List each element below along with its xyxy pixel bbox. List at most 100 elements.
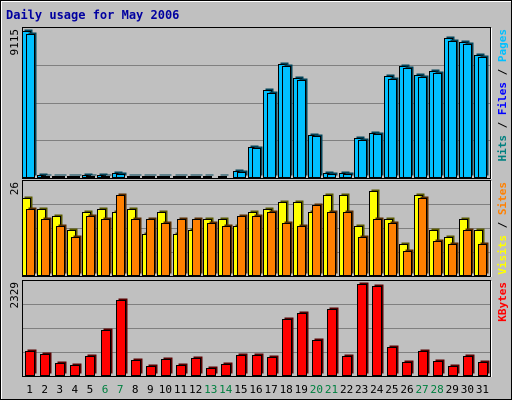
bar-kbytes-kbytes-6 bbox=[101, 330, 111, 376]
legend-separator: / bbox=[496, 115, 509, 135]
bar-hits-files-19 bbox=[297, 80, 306, 178]
x-tick-label-day-11: 11 bbox=[174, 383, 187, 396]
bar-hits-files-10-shadow bbox=[163, 174, 172, 176]
bar-visits-sites-2 bbox=[41, 219, 50, 276]
x-tick-label-day-23: 23 bbox=[355, 383, 368, 396]
bar-kbytes-kbytes-13 bbox=[206, 368, 216, 376]
bar-visits-sites-28 bbox=[433, 241, 442, 276]
bar-visits-sites-30 bbox=[463, 230, 472, 276]
bar-kbytes-kbytes-31 bbox=[478, 362, 488, 376]
panel-visits-ymax-label: 26 bbox=[8, 182, 21, 195]
bar-hits-files-26 bbox=[403, 68, 412, 178]
bar-hits-files-4-shadow bbox=[73, 174, 82, 176]
bar-kbytes-kbytes-24 bbox=[372, 286, 382, 376]
bar-kbytes-kbytes-14 bbox=[221, 364, 231, 376]
x-tick-label-day-14: 14 bbox=[219, 383, 233, 396]
bar-hits-files-7 bbox=[116, 174, 125, 178]
bar-visits-sites-19 bbox=[297, 226, 306, 276]
bar-kbytes-kbytes-27 bbox=[418, 351, 428, 376]
bar-visits-sites-11 bbox=[177, 219, 186, 276]
legend-item-sites: Sites bbox=[496, 182, 509, 215]
bar-hits-files-11-shadow bbox=[179, 174, 188, 176]
panel-kbytes-legend: KBytes bbox=[496, 282, 509, 322]
bar-visits-sites-8 bbox=[131, 219, 140, 276]
bar-hits-files-12-shadow bbox=[194, 174, 203, 176]
bar-visits-sites-6 bbox=[101, 219, 110, 276]
bar-hits-files-2 bbox=[41, 176, 50, 178]
panel-visits-legend: Visits / Sites bbox=[496, 182, 509, 275]
bar-kbytes-kbytes-25 bbox=[387, 347, 397, 376]
bar-hits-files-3 bbox=[56, 176, 65, 178]
bar-visits-sites-29 bbox=[448, 244, 457, 276]
bar-visits-sites-15 bbox=[237, 216, 246, 276]
bar-visits-sites-31 bbox=[478, 244, 487, 276]
chart-title: Daily usage for May 2006 bbox=[6, 8, 179, 22]
bar-visits-sites-5 bbox=[86, 216, 95, 276]
panel-hits-legend: Hits / Files / Pages bbox=[496, 29, 509, 162]
bar-kbytes-kbytes-12 bbox=[191, 358, 201, 376]
bar-hits-hits-14-shadow bbox=[220, 174, 229, 176]
bar-kbytes-kbytes-3 bbox=[55, 363, 65, 376]
bar-visits-sites-27 bbox=[418, 198, 427, 276]
legend-item-hits: Hits bbox=[496, 135, 509, 162]
x-tick-label-day-1: 1 bbox=[26, 383, 33, 396]
bar-hits-files-4 bbox=[71, 176, 80, 178]
bar-kbytes-kbytes-29 bbox=[448, 366, 458, 376]
bar-kbytes-kbytes-20 bbox=[312, 340, 322, 376]
bar-hits-hits-13-shadow bbox=[205, 174, 214, 176]
bar-visits-sites-3 bbox=[56, 226, 65, 276]
x-tick-label-day-5: 5 bbox=[87, 383, 94, 396]
bar-hits-files-15 bbox=[237, 172, 246, 178]
bar-kbytes-kbytes-22 bbox=[342, 356, 352, 376]
bar-hits-files-18 bbox=[282, 66, 291, 178]
x-tick-label-day-22: 22 bbox=[340, 383, 353, 396]
bar-visits-sites-13 bbox=[207, 223, 216, 276]
bar-hits-hits-14 bbox=[218, 176, 227, 178]
bar-hits-hits-13 bbox=[203, 176, 212, 178]
bar-kbytes-kbytes-10 bbox=[161, 359, 171, 376]
bar-hits-files-20 bbox=[312, 136, 321, 178]
bar-visits-sites-23 bbox=[358, 237, 367, 276]
bar-hits-files-10 bbox=[161, 176, 170, 178]
x-tick-label-day-21: 21 bbox=[325, 383, 338, 396]
bar-visits-sites-22 bbox=[343, 212, 352, 276]
x-tick-label-day-25: 25 bbox=[385, 383, 398, 396]
x-tick-label-day-31: 31 bbox=[476, 383, 489, 396]
bar-visits-sites-21 bbox=[327, 212, 336, 276]
bar-kbytes-kbytes-15 bbox=[236, 355, 246, 376]
x-tick-label-day-12: 12 bbox=[189, 383, 202, 396]
bar-hits-files-27 bbox=[418, 77, 427, 178]
panel-hits-ymax-label: 9115 bbox=[8, 29, 21, 56]
x-tick-label-day-13: 13 bbox=[204, 383, 217, 396]
bar-visits-sites-12 bbox=[192, 219, 201, 276]
bar-hits-files-25 bbox=[388, 79, 397, 178]
bar-hits-files-23 bbox=[358, 140, 367, 178]
x-tick-label-day-4: 4 bbox=[72, 383, 79, 396]
bar-kbytes-kbytes-18 bbox=[282, 319, 292, 376]
bar-hits-files-31 bbox=[478, 57, 487, 178]
x-tick-label-day-15: 15 bbox=[234, 383, 247, 396]
bar-kbytes-kbytes-11 bbox=[176, 365, 186, 376]
bar-hits-files-6 bbox=[101, 176, 110, 178]
bar-hits-files-16 bbox=[252, 148, 261, 178]
bar-hits-files-29 bbox=[448, 41, 457, 178]
bar-visits-sites-20 bbox=[312, 205, 321, 276]
bar-visits-sites-4 bbox=[71, 237, 80, 276]
bar-hits-files-2-shadow bbox=[43, 174, 52, 176]
x-tick-label-day-29: 29 bbox=[446, 383, 459, 396]
panel-kbytes-ymax-label: 2329 bbox=[8, 282, 21, 309]
x-tick-label-day-24: 24 bbox=[370, 383, 384, 396]
x-tick-label-day-27: 27 bbox=[415, 383, 428, 396]
x-tick-label-day-9: 9 bbox=[147, 383, 154, 396]
bar-visits-sites-10 bbox=[161, 223, 170, 276]
bar-hits-files-9 bbox=[146, 176, 155, 178]
x-tick-label-day-8: 8 bbox=[132, 383, 139, 396]
bar-hits-files-17 bbox=[267, 93, 276, 178]
bar-hits-files-1 bbox=[26, 34, 35, 178]
bar-kbytes-kbytes-9 bbox=[146, 366, 156, 376]
bar-kbytes-kbytes-5 bbox=[85, 356, 95, 376]
bar-visits-sites-25 bbox=[388, 223, 397, 276]
bar-hits-files-22 bbox=[343, 174, 352, 178]
x-tick-label-day-2: 2 bbox=[41, 383, 48, 396]
